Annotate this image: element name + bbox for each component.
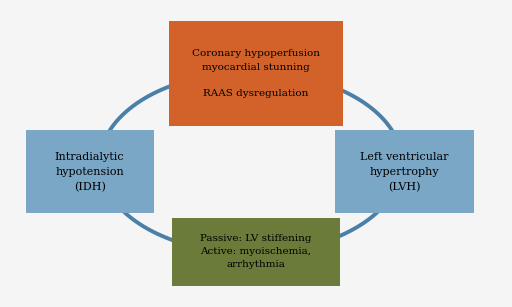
FancyBboxPatch shape xyxy=(169,21,343,126)
FancyBboxPatch shape xyxy=(172,218,340,286)
Text: Coronary hypoperfusion
myocardial stunning

RAAS dysregulation: Coronary hypoperfusion myocardial stunni… xyxy=(192,49,320,98)
FancyBboxPatch shape xyxy=(26,130,154,213)
Text: Left ventricular
hypertrophy
(LVH): Left ventricular hypertrophy (LVH) xyxy=(360,152,449,192)
Text: Intradialytic
hypotension
(IDH): Intradialytic hypotension (IDH) xyxy=(55,152,124,192)
FancyBboxPatch shape xyxy=(335,130,474,213)
Text: Passive: LV stiffening
Active: myoischemia,
arrhythmia: Passive: LV stiffening Active: myoischem… xyxy=(200,234,312,270)
